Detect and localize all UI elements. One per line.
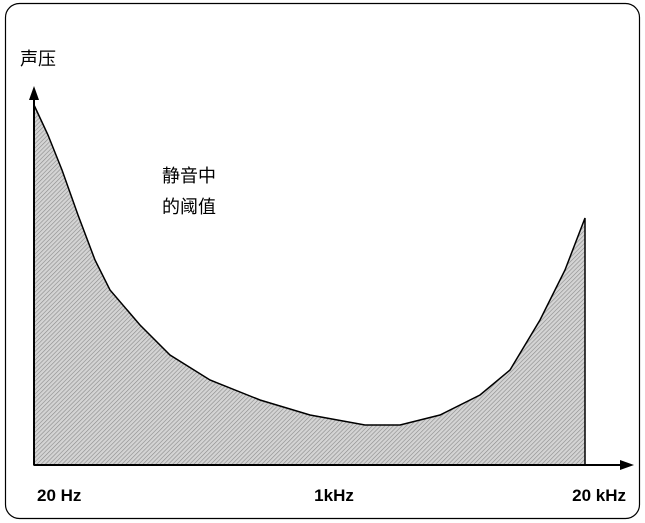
- x-arrow: [620, 460, 634, 470]
- y-arrow: [29, 86, 39, 100]
- x-label: 20 Hz: [37, 486, 81, 505]
- x-label: 1kHz: [314, 486, 354, 505]
- threshold-curve: [33, 104, 586, 466]
- y-axis-label: 声压: [20, 49, 56, 70]
- x-label: 20 kHz: [572, 486, 626, 505]
- annotation: 静音中: [162, 166, 216, 187]
- annotation: 的阈值: [162, 197, 216, 218]
